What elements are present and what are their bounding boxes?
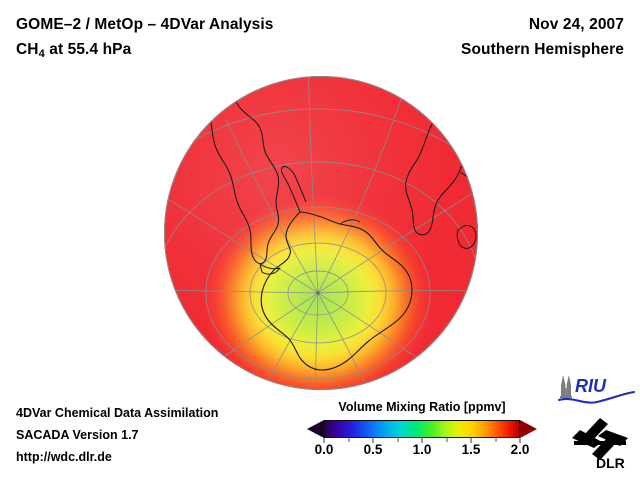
header-left: GOME–2 / MetOp – 4DVar Analysis CH4 at 5… bbox=[16, 12, 396, 67]
colorbar-tick bbox=[446, 438, 447, 442]
colorbar-tick bbox=[470, 438, 472, 443]
colorbar-tick bbox=[372, 438, 374, 443]
colorbar-tick bbox=[323, 438, 325, 443]
colorbar-extend-high-arrow-icon bbox=[520, 420, 537, 438]
region-label: Southern Hemisphere bbox=[461, 41, 624, 58]
rhine-wave-icon bbox=[557, 390, 636, 404]
colorbar-ticks bbox=[323, 438, 521, 443]
page-title: GOME–2 / MetOp – 4DVar Analysis bbox=[16, 16, 274, 33]
website-url[interactable]: http://wdc.dlr.de bbox=[16, 450, 112, 464]
polar-map bbox=[164, 76, 478, 390]
assimilation-label: 4DVar Chemical Data Assimilation bbox=[16, 406, 219, 420]
footer-left: 4DVar Chemical Data Assimilation SACADA … bbox=[16, 402, 306, 468]
dlr-wordmark: DLR bbox=[596, 455, 625, 471]
dlr-mark-icon bbox=[572, 418, 628, 460]
species-level-label: CH4 at 55.4 hPa bbox=[16, 37, 396, 67]
colorbar-gradient bbox=[324, 420, 520, 438]
globe-disc bbox=[164, 76, 478, 390]
header-right: Nov 24, 2007 Southern Hemisphere bbox=[324, 12, 624, 62]
date-label: Nov 24, 2007 bbox=[528, 16, 624, 33]
cathedral-icon bbox=[560, 375, 572, 398]
colorbar-tick-label: 1.5 bbox=[461, 442, 481, 457]
colorbar-row bbox=[306, 420, 538, 443]
colorbar-title: Volume Mixing Ratio [ppmv] bbox=[338, 400, 506, 414]
colorbar-tick bbox=[421, 438, 423, 443]
colorbar-tick bbox=[348, 438, 349, 442]
riu-wordmark: RIU bbox=[575, 376, 607, 396]
colorbar-tick-label: 1.0 bbox=[412, 442, 432, 457]
colorbar-extend-low-arrow-icon bbox=[307, 420, 324, 438]
colorbar-tick-label: 2.0 bbox=[510, 442, 530, 457]
colorbar-tick bbox=[397, 438, 398, 442]
dlr-logo: DLR bbox=[572, 418, 628, 471]
species-formula: CH bbox=[16, 41, 39, 58]
version-label: SACADA Version 1.7 bbox=[16, 428, 139, 442]
colorbar-tick bbox=[519, 438, 521, 443]
colorbar-tick-label: 0.0 bbox=[314, 442, 334, 457]
colorbar: Volume Mixing Ratio [ppmv] 0.0 0.5 1.0 1.5 2… bbox=[306, 400, 538, 462]
species-subscript: 4 bbox=[38, 48, 45, 60]
pressure-level: at 55.4 hPa bbox=[44, 41, 132, 58]
colorbar-tick-label: 0.5 bbox=[363, 442, 383, 457]
ch4-concentration-field bbox=[164, 76, 478, 390]
colorbar-tick bbox=[495, 438, 496, 442]
riu-logo: RIU bbox=[557, 375, 636, 404]
colorbar-tick-labels: 0.0 0.5 1.0 1.5 2.0 bbox=[315, 442, 530, 462]
